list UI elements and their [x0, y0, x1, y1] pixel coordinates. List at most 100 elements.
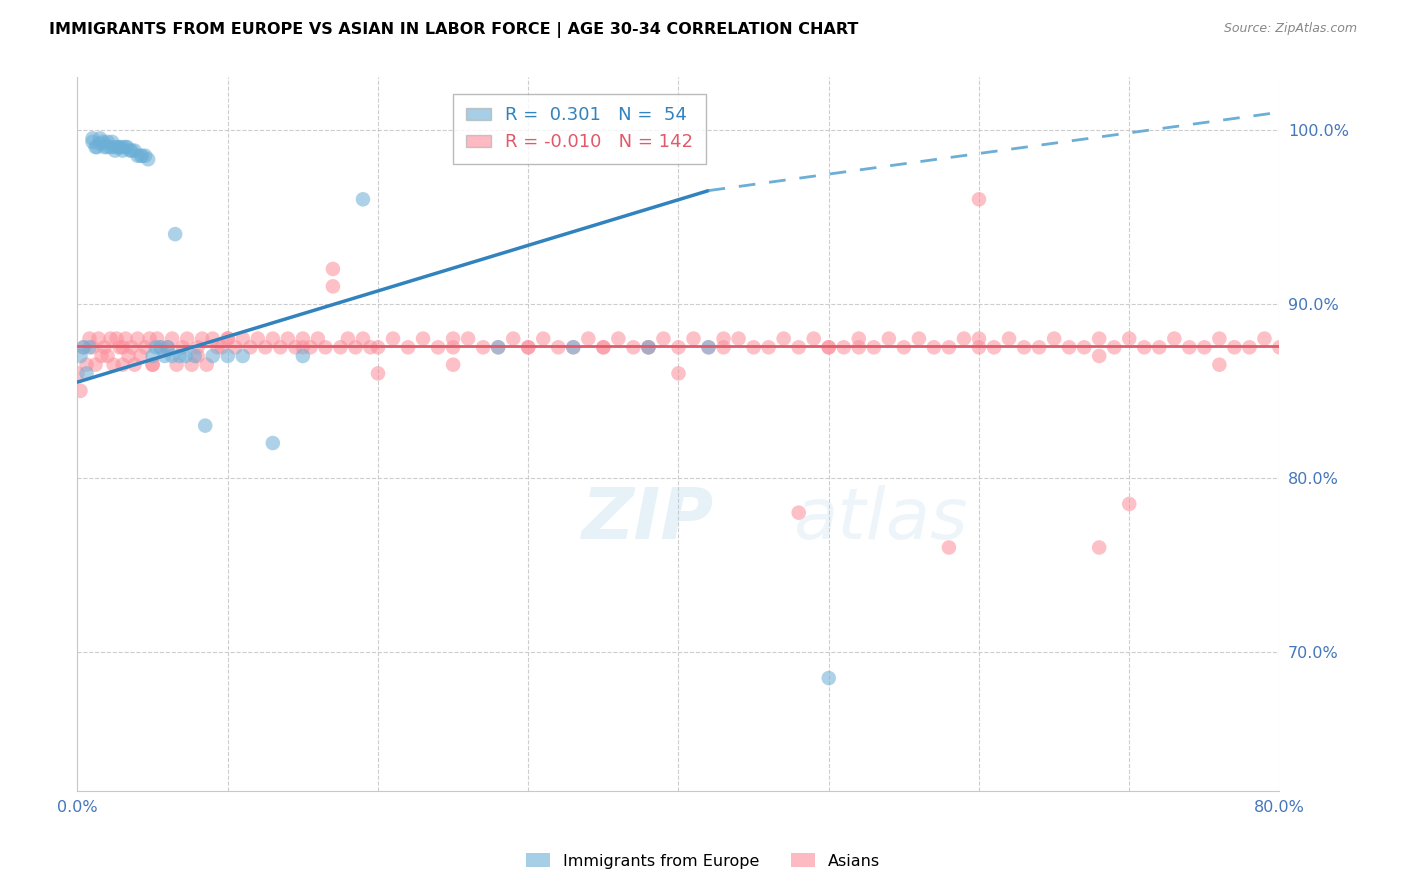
- Point: [457, 332, 479, 346]
- Point: [76, 367, 98, 381]
- Point: [254, 340, 277, 354]
- Point: [127, 149, 149, 163]
- Point: [232, 349, 254, 363]
- Point: [127, 332, 149, 346]
- Point: [142, 358, 165, 372]
- Point: [953, 332, 976, 346]
- Point: [246, 332, 269, 346]
- Point: [758, 340, 780, 354]
- Point: [441, 358, 464, 372]
- Point: [803, 332, 825, 346]
- Point: [153, 349, 176, 363]
- Point: [108, 340, 131, 354]
- Point: [344, 340, 367, 354]
- Point: [66, 367, 89, 381]
- Point: [848, 332, 870, 346]
- Point: [160, 332, 183, 346]
- Point: [169, 349, 191, 363]
- Point: [176, 332, 198, 346]
- Point: [89, 131, 111, 145]
- Point: [322, 279, 344, 293]
- Point: [576, 332, 599, 346]
- Point: [87, 332, 110, 346]
- Point: [111, 340, 134, 354]
- Point: [517, 340, 540, 354]
- Point: [129, 349, 152, 363]
- Point: [1239, 340, 1261, 354]
- Point: [787, 506, 810, 520]
- Point: [1102, 340, 1125, 354]
- Point: [262, 436, 284, 450]
- Point: [205, 340, 228, 354]
- Point: [187, 340, 209, 354]
- Point: [637, 340, 659, 354]
- Point: [124, 358, 146, 372]
- Point: [107, 140, 129, 154]
- Point: [562, 340, 585, 354]
- Point: [69, 384, 91, 398]
- Point: [201, 349, 224, 363]
- Point: [76, 358, 98, 372]
- Point: [149, 340, 172, 354]
- Point: [1149, 340, 1171, 354]
- Point: [111, 358, 134, 372]
- Point: [156, 340, 179, 354]
- Point: [187, 349, 209, 363]
- Point: [817, 340, 839, 354]
- Point: [772, 332, 794, 346]
- Point: [146, 332, 169, 346]
- Point: [72, 340, 94, 354]
- Point: [93, 340, 115, 354]
- Point: [72, 340, 94, 354]
- Point: [1028, 340, 1050, 354]
- Point: [224, 340, 246, 354]
- Point: [239, 340, 262, 354]
- Point: [134, 149, 156, 163]
- Point: [517, 340, 540, 354]
- Point: [93, 140, 115, 154]
- Point: [134, 340, 156, 354]
- Point: [217, 332, 239, 346]
- Point: [502, 332, 524, 346]
- Point: [652, 332, 675, 346]
- Point: [114, 332, 136, 346]
- Text: Source: ZipAtlas.com: Source: ZipAtlas.com: [1223, 22, 1357, 36]
- Point: [682, 332, 704, 346]
- Point: [1208, 358, 1230, 372]
- Point: [104, 144, 127, 158]
- Point: [848, 340, 870, 354]
- Point: [1268, 340, 1291, 354]
- Point: [668, 367, 690, 381]
- Legend: Immigrants from Europe, Asians: Immigrants from Europe, Asians: [520, 847, 886, 875]
- Point: [983, 340, 1005, 354]
- Point: [166, 358, 188, 372]
- Point: [922, 340, 945, 354]
- Point: [91, 135, 114, 149]
- Point: [291, 340, 314, 354]
- Point: [142, 358, 165, 372]
- Point: [1088, 541, 1111, 555]
- Legend: R =  0.301   N =  54, R = -0.010   N = 142: R = 0.301 N = 54, R = -0.010 N = 142: [453, 94, 706, 164]
- Point: [1178, 340, 1201, 354]
- Point: [486, 340, 509, 354]
- Point: [787, 340, 810, 354]
- Point: [84, 140, 107, 154]
- Point: [967, 192, 990, 206]
- Point: [217, 332, 239, 346]
- Point: [195, 358, 218, 372]
- Point: [862, 340, 884, 354]
- Point: [96, 140, 118, 154]
- Point: [713, 332, 735, 346]
- Point: [727, 332, 749, 346]
- Point: [1057, 340, 1080, 354]
- Point: [967, 332, 990, 346]
- Point: [89, 136, 111, 151]
- Point: [1043, 332, 1066, 346]
- Point: [96, 135, 118, 149]
- Point: [382, 332, 405, 346]
- Point: [367, 367, 389, 381]
- Point: [623, 340, 645, 354]
- Point: [668, 340, 690, 354]
- Point: [1012, 340, 1035, 354]
- Point: [908, 332, 931, 346]
